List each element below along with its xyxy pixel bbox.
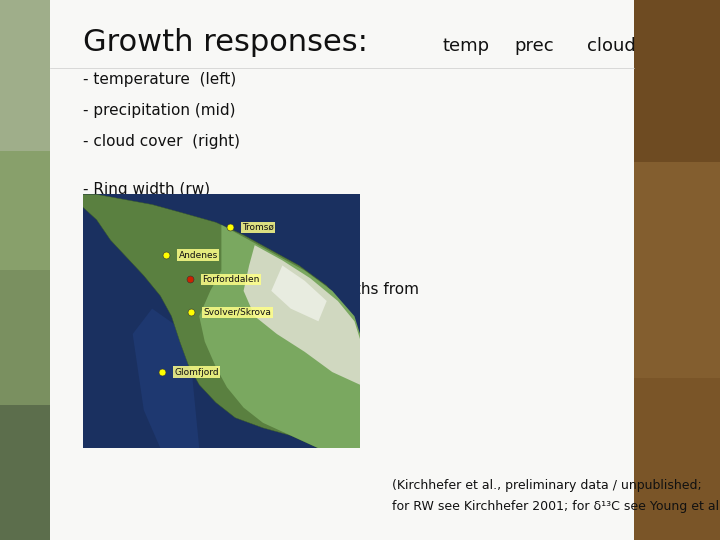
Text: Svolver/Skrova: Svolver/Skrova <box>203 308 271 317</box>
Bar <box>0 0 50 270</box>
Bar <box>50 0 634 540</box>
Polygon shape <box>243 245 360 384</box>
Text: cloud: cloud <box>587 37 636 55</box>
Text: (Kirchhefer et al., preliminary data / unpublished;: (Kirchhefer et al., preliminary data / u… <box>392 478 702 492</box>
Text: Growth responses:: Growth responses: <box>83 28 368 57</box>
Text: - precipitation (mid): - precipitation (mid) <box>83 103 235 118</box>
Bar <box>634 0 720 540</box>
Polygon shape <box>83 194 360 448</box>
Polygon shape <box>271 266 327 321</box>
Bar <box>0 0 50 540</box>
Text: Regression coefficients for the months from: Regression coefficients for the months f… <box>83 282 419 298</box>
Polygon shape <box>132 308 199 448</box>
Bar <box>634 0 720 162</box>
Text: temp: temp <box>443 37 490 55</box>
Bar <box>0 0 50 151</box>
Text: Forforddalen: Forforddalen <box>202 275 259 284</box>
Text: Andenes: Andenes <box>179 251 217 260</box>
Text: for RW see Kirchhefer 2001; for δ¹³C see Young et al. 2011): for RW see Kirchhefer 2001; for δ¹³C see… <box>392 500 720 514</box>
Bar <box>0 405 50 540</box>
Polygon shape <box>199 225 360 448</box>
Text: - Stable carbon (δ¹³C): - Stable carbon (δ¹³C) <box>83 245 248 260</box>
Text: Glomfjord: Glomfjord <box>174 368 219 376</box>
Text: - Maximum latewood density (MXD): - Maximum latewood density (MXD) <box>83 214 356 229</box>
Text: February through August: February through August <box>83 309 274 325</box>
Text: - temperature  (left): - temperature (left) <box>83 72 236 87</box>
Text: Tromsø: Tromsø <box>242 223 274 232</box>
Text: prec: prec <box>515 37 554 55</box>
Text: - cloud cover  (right): - cloud cover (right) <box>83 134 240 150</box>
Text: - Ring width (rw): - Ring width (rw) <box>83 183 210 198</box>
Bar <box>634 162 720 378</box>
